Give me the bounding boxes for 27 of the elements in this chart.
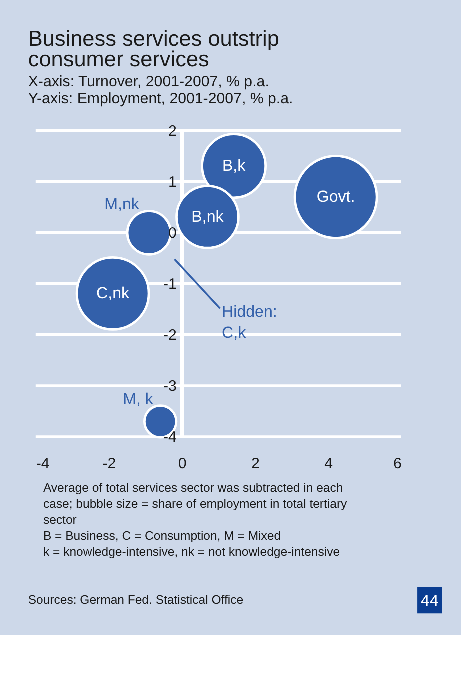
y-tick-label: 1 — [168, 174, 177, 192]
x-tick-label: 6 — [394, 456, 402, 473]
x-tick-label: -4 — [36, 456, 50, 473]
series-label: B,nk — [192, 208, 225, 226]
y-tick-label: -1 — [164, 276, 177, 294]
x-tick-label: -2 — [102, 456, 116, 473]
x-tick-label: 2 — [252, 456, 260, 473]
text: Y-axis: Employment, 2001-2007, % p.a. — [28, 90, 294, 108]
y-tick-label: 0 — [168, 225, 177, 242]
series-label: M, k — [123, 390, 154, 409]
series-label: Govt. — [316, 188, 356, 206]
text: 44 — [420, 592, 439, 610]
y-tick-label: 2 — [168, 123, 177, 140]
y-tick-label: -3 — [164, 378, 177, 396]
series-label: C,nk — [96, 284, 131, 302]
x-tick-label: 4 — [324, 456, 334, 473]
chart-title: Business services outstrip consumer services — [28, 26, 280, 72]
source-note: Sources: German Fed. Statistical Office — [28, 593, 244, 608]
text: B = Business, C = Consumption, M = Mixed — [43, 528, 282, 543]
y-tick-label: -4 — [164, 429, 177, 446]
text: X-axis: Turnover, 2001-2007, % p.a. — [28, 74, 270, 91]
series-label: M,nk — [104, 195, 140, 214]
text: Average of total services sector was subtracted in each case; bubble size = share of employment in total tertiary sector — [43, 480, 348, 527]
series-label: B,k — [222, 156, 247, 175]
y-tick-label: -2 — [164, 327, 177, 344]
annotation: Hidden: C,k — [222, 303, 278, 342]
text: k = knowledge-intensive, nk = not knowledge-intensive — [43, 545, 340, 560]
